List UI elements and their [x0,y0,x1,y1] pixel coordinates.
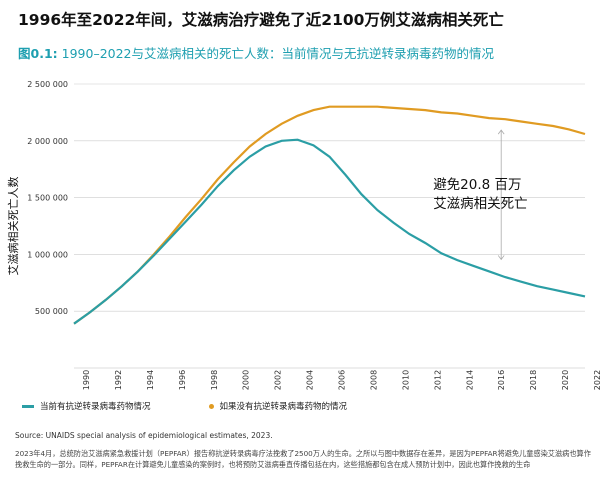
legend-label-current: 当前有抗逆转录病毒药物情况 [40,402,151,412]
annotation-line-1: 避免20.8 百万 [433,177,521,193]
footnote: 2023年4月，总统防治艾滋病紧急救援计划（PEPFAR）报告称抗逆转录病毒疗法… [15,449,591,469]
annotation-arrow-head [497,129,505,135]
x-axis-ticks: 1990 1992 1994 1996 1998 2000 2002 2004 2006 2008… [82,370,602,390]
annotation-arrow-head [497,255,505,261]
x-tick-label: 1994 [146,370,155,390]
x-tick-label: 2004 [306,370,315,390]
figure-label: 图0.1: [18,46,58,61]
legend: 当前有抗逆转录病毒药物情况 如果没有抗逆转录病毒药物的情况 [22,400,405,412]
x-tick-label: 2002 [274,370,283,390]
y-tick-label: 1 500 000 [27,194,68,203]
x-tick-label: 1998 [210,370,219,390]
y-tick-label: 1 000 000 [27,250,68,259]
x-tick-label: 1992 [114,370,123,390]
x-tick-label: 2008 [369,370,378,390]
annotation-line-2: 艾滋病相关死亡 [433,196,528,212]
x-tick-label: 2018 [529,370,538,390]
legend-item-no-art: 如果没有抗逆转录病毒药物的情况 [208,400,348,412]
x-tick-label: 2012 [433,370,442,390]
chart-title: 1996年至2022年间，艾滋病治疗避免了近2100万例艾滋病相关死亡 [18,11,504,29]
x-tick-label: 2016 [497,370,506,390]
x-tick-label: 2014 [465,370,474,390]
x-tick-label: 2006 [338,370,347,390]
series-line-no-art [73,105,586,325]
x-tick-label: 2022 [593,370,602,390]
y-tick-label: 2 500 000 [27,80,68,89]
line-chart: 500 000 1 000 000 1 500 000 2 000 000 2 500 … [6,80,602,390]
x-tick-label: 1990 [82,370,91,390]
legend-item-current: 当前有抗逆转录病毒药物情况 [22,400,151,412]
y-axis-label: 艾滋病相关死亡人数 [6,177,20,276]
chart-subtitle: 图0.1: 1990–2022与艾滋病相关的死亡人数：当前情况与无抗逆转录病毒药… [18,43,598,62]
source-note: Source: UNAIDS special analysis of epide… [15,431,273,440]
y-axis-ticks: 500 000 1 000 000 1 500 000 2 000 000 2 500 … [27,80,68,316]
x-tick-label: 2020 [561,370,570,390]
gridlines [74,83,585,369]
legend-swatch-current [22,404,34,408]
y-tick-label: 2 000 000 [27,137,68,146]
legend-label-no-art: 如果没有抗逆转录病毒药物的情况 [219,402,348,412]
subtitle-text: 1990–2022与艾滋病相关的死亡人数：当前情况与无抗逆转录病毒药物的情况 [61,46,495,61]
annotation-arrow [497,129,505,261]
y-tick-label: 500 000 [35,307,68,316]
x-tick-label: 1996 [178,370,187,390]
legend-swatch-no-art [208,403,214,409]
x-tick-label: 2010 [401,370,410,390]
series-line-current [73,138,586,325]
x-tick-label: 2000 [242,370,251,390]
